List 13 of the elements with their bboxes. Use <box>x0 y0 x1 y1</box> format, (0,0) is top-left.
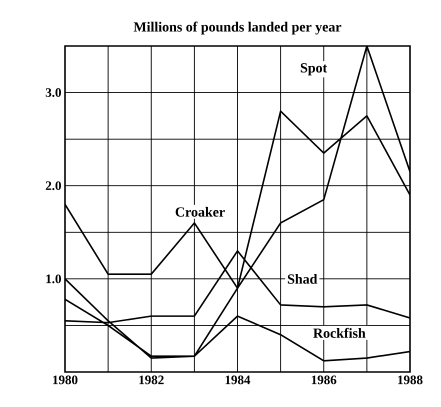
y-tick-label: 3.0 <box>46 88 61 97</box>
x-tick-label: 1984 <box>226 376 250 384</box>
text: Spot <box>300 63 328 76</box>
x-tick-label: 1982 <box>139 376 164 384</box>
y-tick-label: 1.0 <box>46 274 61 284</box>
x-tick-label: 1988 <box>398 376 423 384</box>
x-tick-label: 1980 <box>53 376 78 384</box>
series-label: Shad <box>288 274 318 284</box>
series-label: Croaker <box>176 206 225 217</box>
series-label: Rockfish <box>313 328 366 338</box>
y-tick-label: 2.0 <box>46 181 61 190</box>
x-tick-label: 1986 <box>312 376 336 384</box>
chart-title: Millions of pounds landed per year <box>134 22 342 35</box>
